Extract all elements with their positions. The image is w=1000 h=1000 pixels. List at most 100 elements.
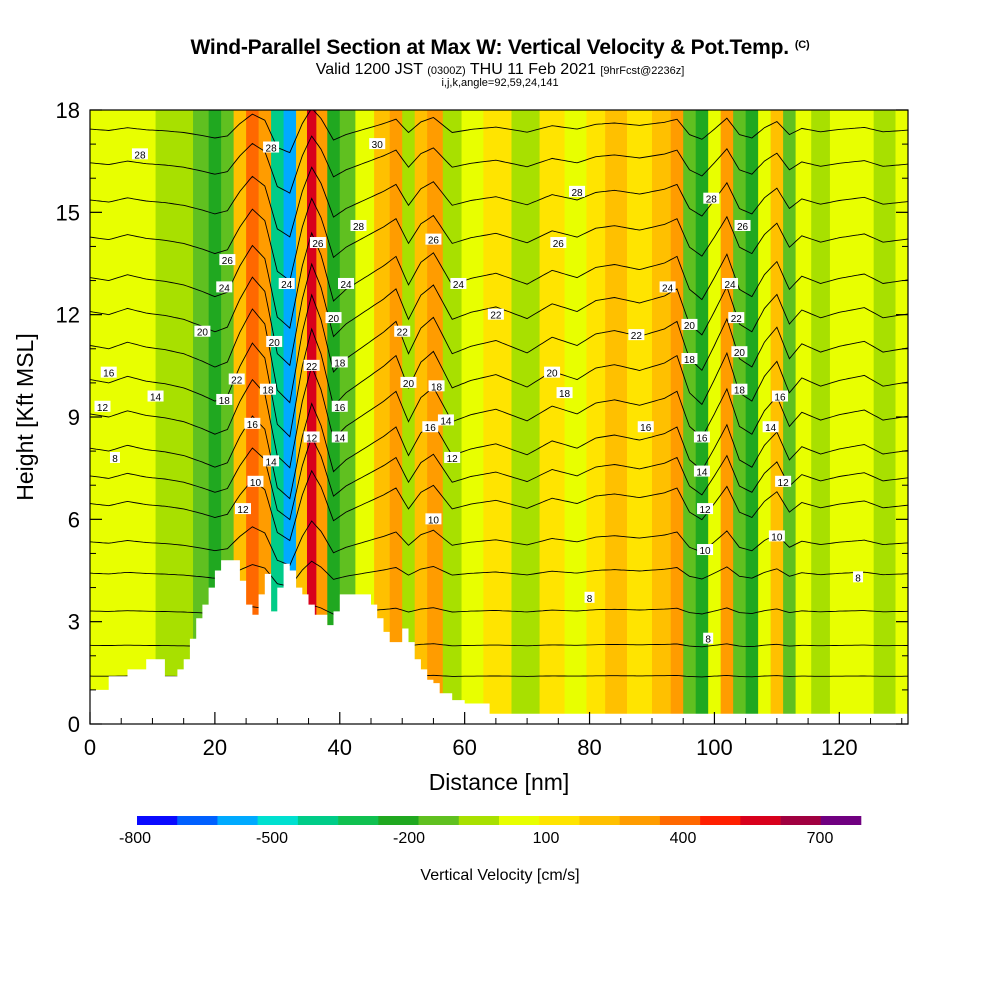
contour-label-text: 22	[231, 375, 243, 386]
contour-label-bg	[425, 513, 442, 525]
contour-label-text: 8	[587, 594, 593, 605]
contour-label-text: 18	[684, 355, 696, 366]
contour-label-text: 20	[269, 338, 281, 349]
contour-label-bg	[234, 503, 251, 515]
contour-label-bg	[762, 421, 779, 433]
contour-label-bg	[722, 277, 739, 289]
contour-label-bg	[693, 465, 710, 477]
contour-label: 16	[244, 417, 261, 431]
contour-label: 20	[194, 325, 211, 339]
theta-contour	[90, 166, 908, 238]
contour-label-text: 16	[696, 433, 708, 444]
contour-label-text: 10	[250, 478, 262, 489]
contour-label: 18	[731, 383, 748, 397]
contour-label: 22	[303, 359, 320, 373]
contour-label: 10	[425, 513, 442, 526]
colorbar-swatch	[659, 816, 701, 825]
contour-label-bg	[216, 393, 233, 405]
contour-label: 26	[550, 237, 567, 250]
contour-label: 24	[338, 277, 355, 291]
contour-label-text: 20	[328, 314, 340, 325]
y-tick-label: 12	[56, 303, 80, 328]
velocity-band	[193, 110, 210, 724]
contour-label: 20	[544, 366, 561, 380]
contour-label-text: 14	[765, 423, 777, 434]
contour-label-bg	[394, 325, 411, 337]
contour-label-text: 24	[219, 283, 231, 294]
contour-label-text: 18	[219, 396, 231, 407]
contour-label-bg	[681, 318, 698, 330]
contour-label-bg	[569, 185, 586, 197]
contour-label-text: 24	[662, 283, 674, 294]
colorbar-tick-label: 100	[533, 830, 560, 847]
colorbar-swatch	[499, 816, 540, 825]
contour-label: 28	[569, 185, 586, 199]
contour-label-bg	[194, 325, 211, 337]
colorbar-swatch	[700, 816, 741, 825]
contour-label: 18	[216, 393, 233, 407]
theta-contour	[90, 231, 908, 329]
contour-label-bg	[331, 356, 348, 368]
contour-label: 8	[853, 571, 864, 584]
contour-label-bg	[325, 312, 342, 324]
theta-contour	[90, 293, 908, 404]
contour-label: 20	[266, 335, 283, 349]
contour-label-text: 22	[306, 362, 318, 373]
contour-label-bg	[731, 346, 748, 358]
contour-label-text: 12	[447, 454, 459, 465]
colorbar-tick-label: -500	[256, 830, 288, 847]
contour-label-text: 20	[684, 321, 696, 332]
velocity-band	[306, 110, 317, 724]
y-tick-label: 18	[56, 98, 80, 123]
contour-label-bg	[400, 376, 417, 388]
colorbar-swatch	[297, 816, 339, 825]
contour-label-bg	[544, 366, 561, 378]
contour-label-bg	[771, 390, 788, 402]
velocity-band	[483, 110, 513, 724]
contour-label-text: 12	[306, 433, 318, 444]
contour-label-bg	[278, 277, 295, 289]
contour-label-bg	[584, 591, 595, 603]
contour-label-bg	[147, 390, 164, 402]
velocity-band	[271, 110, 285, 724]
colorbar-swatch	[820, 816, 862, 825]
subtitle-date: THU 11 Feb 2021	[469, 61, 596, 78]
colorbar-swatch	[137, 816, 178, 825]
colorbar-swatch	[740, 816, 781, 825]
contour-label: 18	[428, 380, 445, 393]
contour-label-text: 12	[778, 478, 790, 489]
velocity-band	[136, 110, 157, 724]
colorbar-tick-label: -800	[119, 830, 151, 847]
contour-label-text: 12	[699, 505, 711, 516]
contour-label-text: 12	[237, 505, 249, 516]
contour-label-text: 10	[428, 515, 440, 526]
contour-label: 20	[681, 318, 698, 332]
x-axis-label: Distance [nm]	[429, 769, 570, 795]
contour-label-text: 26	[312, 239, 324, 250]
velocity-band	[402, 110, 416, 724]
velocity-band	[708, 110, 722, 724]
contour-label: 14	[147, 390, 164, 404]
contour-label-bg	[731, 383, 748, 395]
contour-label-bg	[263, 141, 280, 153]
y-axis-label: Height [Kft MSL]	[12, 333, 38, 500]
colorbar-swatch	[619, 816, 661, 825]
contour-label: 10	[247, 475, 264, 489]
contour-label-bg	[244, 417, 261, 429]
y-tick-label: 3	[68, 610, 80, 635]
y-tick-label: 9	[68, 405, 80, 430]
contour-label-text: 16	[640, 423, 652, 434]
contour-label-bg	[550, 237, 567, 249]
contour-label: 8	[584, 591, 595, 605]
velocity-band	[670, 110, 684, 724]
theta-contour	[90, 402, 908, 500]
contour-label: 16	[100, 366, 117, 380]
velocity-band	[355, 110, 375, 724]
contour-label-text: 20	[734, 348, 746, 359]
contour-label: 8	[109, 451, 120, 465]
velocity-band	[683, 110, 697, 724]
contour-label-bg	[131, 148, 148, 160]
x-tick-label: 40	[328, 735, 352, 760]
contour-label-text: 16	[774, 393, 786, 404]
